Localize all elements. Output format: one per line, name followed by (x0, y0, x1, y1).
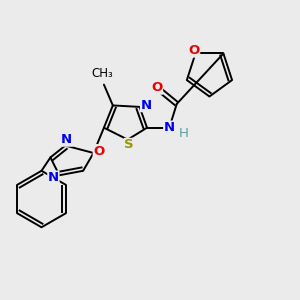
Text: N: N (141, 99, 152, 112)
Text: N: N (61, 133, 72, 146)
Text: N: N (164, 121, 175, 134)
Text: CH₃: CH₃ (92, 67, 113, 80)
Text: O: O (188, 44, 200, 57)
Text: S: S (124, 138, 134, 152)
Text: O: O (151, 81, 163, 94)
Text: H: H (179, 127, 189, 140)
Text: N: N (48, 171, 59, 184)
Text: O: O (93, 145, 104, 158)
